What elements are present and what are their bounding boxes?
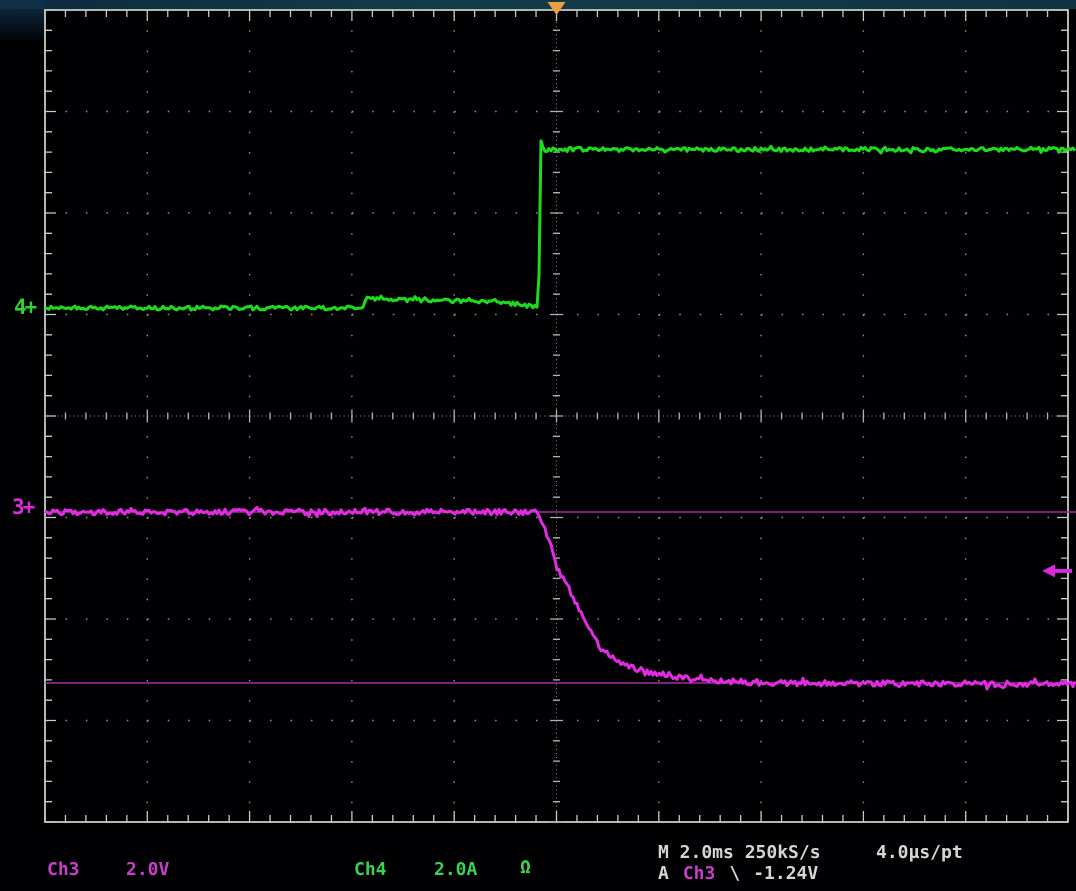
trigger-level-arrow[interactable] [1042,564,1072,578]
graticule [44,9,1069,823]
ch3-scale-readout: 2.0V [126,859,170,880]
ch4-position-marker[interactable]: 4+ [14,295,37,319]
trigger-readout: A Ch3 \ -1.24V [658,864,818,884]
ch3-position-marker[interactable]: 3+ [12,495,35,519]
ch3-trace [44,506,1076,691]
ch4-scale-readout: 2.0A [434,859,478,880]
top-edge-strip [0,0,1076,9]
trigger-source-label: Ch3 [682,863,716,884]
ch3-label: Ch3 [47,859,80,880]
ch4-trace [44,139,1076,312]
falling-slope-icon: \ [729,863,741,884]
ch4-coupling-ohm: Ω [520,857,531,878]
trigger-prefix: A [658,863,669,884]
waveform-layer [44,2,1076,691]
resolution-readout: 4.0µs/pt [876,842,963,863]
ch4-label: Ch4 [354,859,387,880]
trigger-position-marker[interactable] [547,2,566,15]
screen-corner-shading [0,0,44,42]
timebase-readout: M 2.0ms 250kS/s [658,842,821,863]
trigger-level-value: -1.24V [753,863,819,884]
